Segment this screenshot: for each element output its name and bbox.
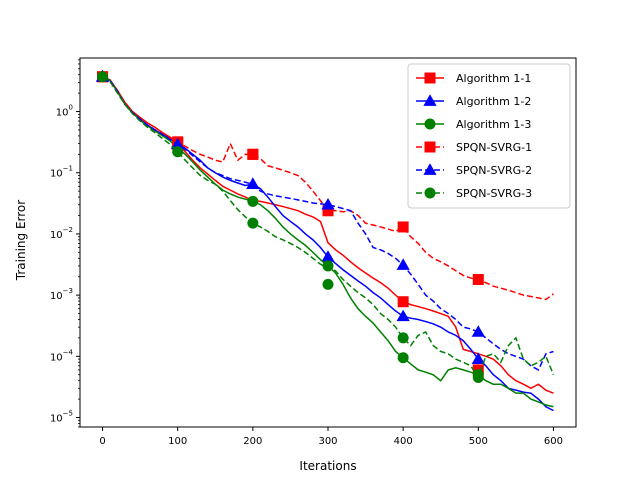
y-tick-label-5: 100 [56,104,73,119]
marker-spqn-svrg-2-4 [396,258,410,270]
y-tick-label-2: 10−3 [50,287,73,302]
marker-spqn-svrg-3-0 [97,71,109,83]
marker-spqn-svrg-2-5 [471,325,485,337]
legend-label-algorithm-1-1: Algorithm 1-1 [456,72,531,85]
marker-spqn-svrg-1-2 [247,148,259,160]
legend-marker-algorithm-1-1 [424,72,436,84]
y-tick-label-3: 10−2 [50,226,73,241]
marker-algorithm-1-3-3 [322,260,334,272]
marker-algorithm-1-3-2 [247,195,259,207]
y-tick-label-1: 10−4 [50,348,74,363]
marker-algorithm-1-2-4 [396,309,410,322]
marker-spqn-svrg-1-4 [397,221,409,233]
x-tick-label-400: 400 [394,436,413,447]
legend-label-spqn-svrg-1: SPQN-SVRG-1 [456,141,532,154]
marker-spqn-svrg-3-5 [472,372,484,384]
legend-marker-spqn-svrg-1 [424,141,436,153]
y-axis-label: Training Error [14,200,28,281]
legend-box [407,63,571,209]
axes: 0 100 200 300 400 500 600 10−5 10−4 10−3 10−2 10−1 1… [50,57,577,447]
marker-algorithm-1-3-4 [397,352,409,364]
legend-marker-spqn-svrg-3 [424,187,436,199]
marker-spqn-svrg-3-2 [247,217,259,229]
legend-marker-algorithm-1-2 [423,94,437,106]
x-tick-label-200: 200 [243,436,262,447]
legend-label-spqn-svrg-3: SPQN-SVRG-3 [456,187,532,200]
y-tick-label-4: 10−1 [50,165,73,180]
legend-label-spqn-svrg-2: SPQN-SVRG-2 [456,164,532,177]
legend-label-algorithm-1-3: Algorithm 1-3 [456,118,531,131]
x-tick-label-300: 300 [318,436,337,447]
legend: Algorithm 1-1 Algorithm 1-2 Algorithm 1-3 S… [407,63,571,209]
legend-label-algorithm-1-2: Algorithm 1-2 [456,95,531,108]
plot-area [95,70,555,412]
x-tick-label-600: 600 [544,436,563,447]
marker-algorithm-1-1-4 [397,296,409,308]
series-group [95,70,555,412]
x-tick-label-0: 0 [99,436,105,447]
legend-marker-algorithm-1-3 [424,118,436,130]
marker-spqn-svrg-3-4 [397,332,409,344]
marker-algorithm-1-2-5 [471,352,485,364]
marker-spqn-svrg-1-5 [472,274,484,286]
x-tick-label-500: 500 [469,436,488,447]
marker-spqn-svrg-3-3 [322,278,334,290]
marker-spqn-svrg-2-2 [246,177,260,190]
y-tick-label-0: 10−5 [50,410,73,425]
marker-spqn-svrg-2-3 [321,197,335,210]
marker-spqn-svrg-3-1 [172,146,184,158]
legend-marker-spqn-svrg-2 [423,163,437,175]
x-axis-label: Iterations [299,459,356,473]
x-tick-label-100: 100 [168,436,187,447]
